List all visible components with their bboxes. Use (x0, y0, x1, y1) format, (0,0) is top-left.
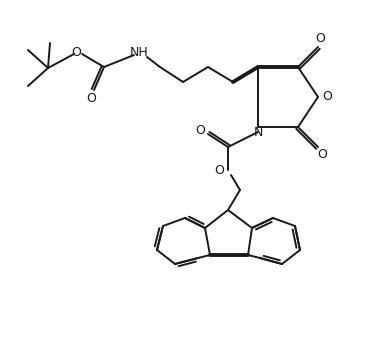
Text: O: O (195, 125, 205, 137)
Text: O: O (315, 32, 325, 46)
Text: O: O (317, 148, 327, 162)
Text: NH: NH (130, 47, 149, 59)
Text: N: N (253, 126, 263, 140)
Text: O: O (322, 90, 332, 104)
Text: O: O (86, 93, 96, 105)
Text: O: O (71, 47, 81, 59)
Text: O: O (214, 164, 224, 178)
